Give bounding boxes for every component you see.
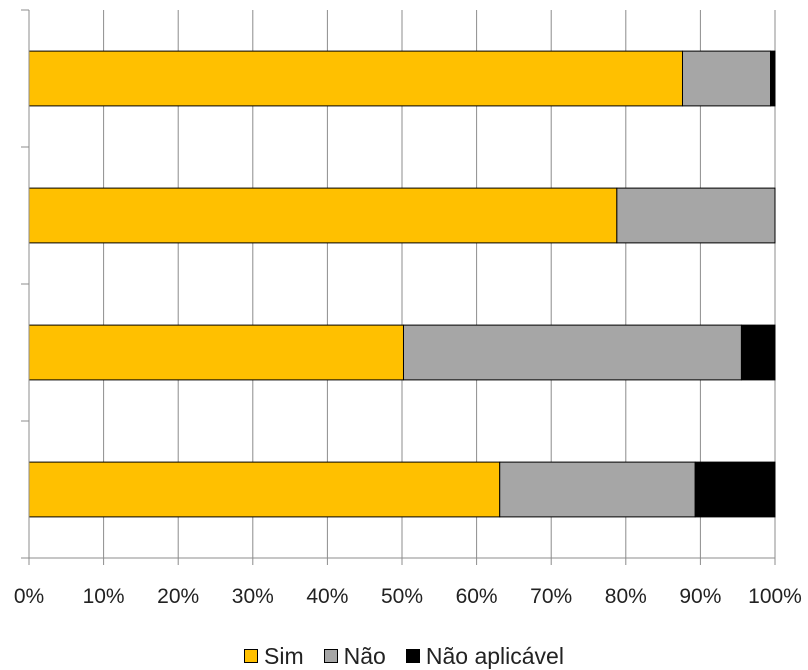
bar-n-o-aplic-vel-1 xyxy=(770,50,776,107)
legend: Sim Não Não aplicável xyxy=(0,642,808,670)
bar-n-o-aplic-vel-4 xyxy=(694,461,776,518)
legend-label-nao: Não xyxy=(343,643,386,669)
legend-label-sim: Sim xyxy=(264,643,304,669)
legend-item-nao-aplicavel: Não aplicável xyxy=(405,642,564,670)
x-tick-label: 20% xyxy=(157,585,199,608)
bar-n-o-4 xyxy=(499,461,696,518)
x-tick-label: 50% xyxy=(381,585,423,608)
legend-label-nao-aplicavel: Não aplicável xyxy=(425,643,564,669)
x-tick-label: 10% xyxy=(83,585,125,608)
legend-swatch-nao-aplicavel xyxy=(405,649,420,663)
bar-sim-4 xyxy=(28,461,501,518)
x-tick-label: 0% xyxy=(14,585,44,608)
x-tick-label: 100% xyxy=(748,585,802,608)
bar-sim-3 xyxy=(28,324,404,381)
stacked-bar-chart: 0% 10% 20% 30% 40% 50% 60% 70% 80% 90% 100% xyxy=(14,9,802,608)
x-tick-label: 40% xyxy=(306,585,348,608)
bar-sim-1 xyxy=(28,50,683,107)
bar-n-o-1 xyxy=(681,50,772,107)
legend-swatch-sim xyxy=(244,649,259,663)
legend-item-nao: Não xyxy=(323,642,386,670)
x-tick-label: 90% xyxy=(679,585,721,608)
bar-n-o-aplic-vel-3 xyxy=(740,324,776,381)
bar-n-o-2 xyxy=(616,187,776,244)
x-tick-label: 70% xyxy=(530,585,572,608)
legend-item-sim: Sim xyxy=(244,642,304,670)
legend-swatch-nao xyxy=(323,649,338,663)
x-tick-label: 80% xyxy=(605,585,647,608)
x-tick-label: 30% xyxy=(232,585,274,608)
bar-n-o-3 xyxy=(402,324,742,381)
bar-sim-2 xyxy=(28,187,618,244)
x-tick-label: 60% xyxy=(456,585,498,608)
